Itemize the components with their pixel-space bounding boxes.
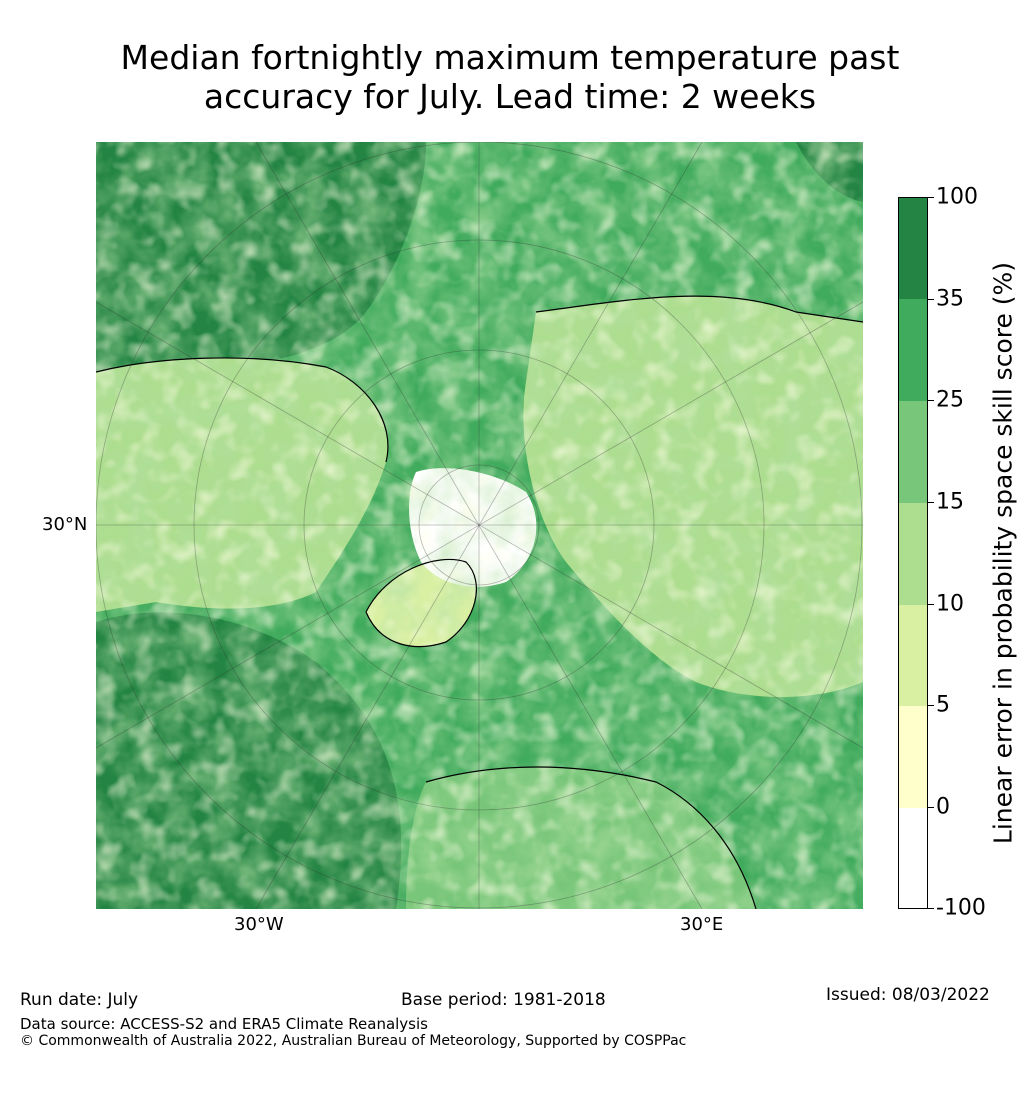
colorbar-segment-15-25	[899, 401, 927, 503]
colorbar-tickmark	[928, 705, 934, 706]
colorbar-label: Linear error in probability space skill …	[988, 261, 1018, 845]
texture-layer-2	[96, 142, 863, 909]
parallel-circle-3	[193, 239, 765, 811]
colorbar-tick-100: 100	[936, 184, 978, 210]
polar-map	[96, 142, 863, 909]
colorbar-tick-neg100: -100	[936, 895, 986, 921]
lat-label-30n: 30°N	[42, 514, 88, 535]
colorbar-tick-5: 5	[936, 692, 950, 718]
meridian-diagonal-4	[96, 301, 863, 749]
colorbar-segment-5-10	[899, 605, 927, 706]
data-source: Data source: ACCESS-S2 and ERA5 Climate …	[20, 1015, 428, 1033]
colorbar-tickmark	[928, 807, 934, 808]
colorbar-tickmark	[928, 604, 934, 605]
colorbar-tick-10: 10	[936, 591, 964, 617]
meridian-diagonal-2	[255, 142, 703, 909]
colorbar-tickmark	[928, 400, 934, 401]
base-period: Base period: 1981-2018	[401, 990, 606, 1010]
colorbar	[898, 197, 928, 909]
lon-label-30e: 30°E	[680, 914, 724, 935]
colorbar-tick-25: 25	[936, 387, 964, 413]
colorbar-tickmark	[928, 502, 934, 503]
meridian-diagonal-3	[96, 301, 863, 749]
colorbar-segment-neg100-0	[899, 808, 927, 908]
title-line-2: accuracy for July. Lead time: 2 weeks	[203, 77, 817, 116]
colorbar-tickmark	[928, 197, 934, 198]
parallel-circle-4	[96, 142, 863, 909]
meridian-diagonal-1	[255, 142, 703, 909]
title-line-1: Median fortnightly maximum temperature p…	[120, 38, 900, 77]
colorbar-segment-10-15	[899, 503, 927, 605]
parallel-circle-2	[303, 349, 655, 701]
map-title: Median fortnightly maximum temperature p…	[0, 38, 1020, 116]
issued-date: Issued: 08/03/2022	[826, 985, 990, 1005]
lon-label-30w: 30°W	[234, 914, 284, 935]
run-date: Run date: July	[20, 990, 139, 1010]
colorbar-tick-0: 0	[936, 794, 950, 820]
colorbar-tick-35: 35	[936, 286, 964, 312]
parallel-circle-inner	[418, 464, 540, 586]
map-canvas	[96, 142, 863, 909]
copyright: © Commonwealth of Australia 2022, Austra…	[20, 1033, 687, 1049]
colorbar-segment-0-5	[899, 706, 927, 808]
colorbar-tickmark	[928, 908, 934, 909]
colorbar-tickmark	[928, 299, 934, 300]
graticule	[96, 142, 863, 909]
colorbar-segment-35-100	[899, 198, 927, 299]
coastline	[96, 295, 863, 909]
colorbar-segment-25-35	[899, 299, 927, 401]
colorbar-tick-15: 15	[936, 489, 964, 515]
